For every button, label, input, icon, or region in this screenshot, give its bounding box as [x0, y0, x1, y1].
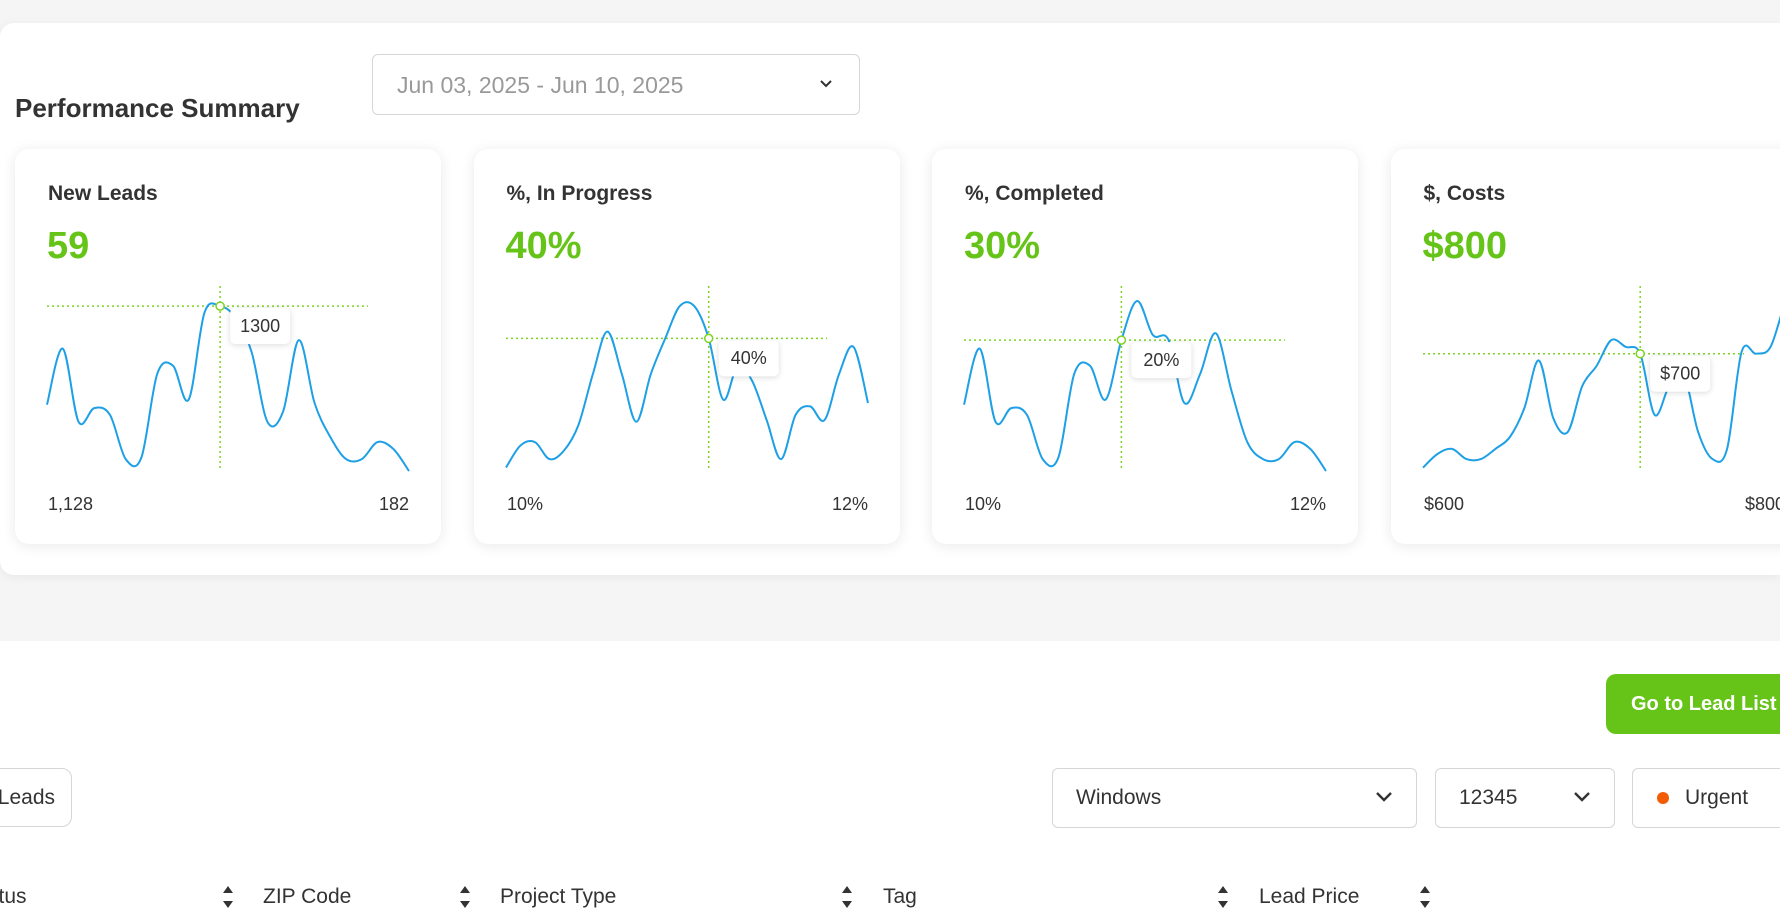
- stat-card: $, Costs $800 $700 $600 $800: [1390, 149, 1780, 544]
- sort-arrows: [842, 886, 852, 908]
- tooltip-box: [1131, 342, 1192, 379]
- go-button[interactable]: Go to Lead List: [1606, 674, 1780, 734]
- stat-card: New Leads 59 1300 1,128 182: [15, 149, 441, 544]
- leads-panel: Go to Lead List Leads Windows 12345 Urgent…: [0, 641, 1780, 922]
- tooltip-box: [230, 308, 291, 345]
- hover-point: [1116, 335, 1127, 345]
- filter-dropdown[interactable]: Windows: [1052, 768, 1417, 828]
- column-header[interactable]: Project Type: [500, 885, 617, 908]
- sort-arrows: [1218, 886, 1228, 908]
- column-header[interactable]: Tag: [883, 885, 917, 908]
- chevron: [1574, 792, 1590, 802]
- stat-card: %, In Progress 40% 40% 10% 12%: [473, 149, 900, 544]
- card-value: 40%: [505, 225, 582, 267]
- card-value: 59: [47, 225, 90, 267]
- hover-point: [1634, 348, 1645, 359]
- panel-title: Performance Summary: [15, 93, 300, 123]
- date-picker[interactable]: Jun 03, 2025 - Jun 10, 2025: [372, 54, 860, 115]
- card-label: $, Costs: [1423, 182, 1506, 205]
- sparkline-chart: 1300 1,128 182: [46, 286, 410, 514]
- sparkline-chart: 40% 10% 12%: [504, 286, 869, 514]
- tooltip-text: 1300: [240, 316, 280, 336]
- max-label: 182: [379, 494, 409, 514]
- min-label: 10%: [965, 494, 1001, 514]
- tooltip-text: $700: [1660, 363, 1700, 383]
- max-label: 12%: [1290, 494, 1326, 514]
- tooltip-text: 40%: [730, 348, 766, 368]
- sort-icon[interactable]: [222, 884, 234, 910]
- chevron-icon: [820, 80, 832, 88]
- card-label: %, Completed: [965, 182, 1104, 205]
- chevron-icon: [1376, 792, 1392, 802]
- sparkline: [1421, 313, 1780, 469]
- date-range: Jun 03, 2025 - Jun 10, 2025: [397, 72, 684, 98]
- sparkline-chart: $700 $600 $800: [1421, 286, 1780, 514]
- min-label: $600: [1424, 494, 1464, 514]
- card-value: 30%: [964, 225, 1041, 267]
- sort-arrows: [1420, 886, 1430, 908]
- sparkline: [963, 300, 1327, 472]
- card-label: New Leads: [48, 182, 158, 205]
- filter-value: Urgent: [1685, 786, 1749, 809]
- chevron: [1376, 792, 1392, 802]
- column-header[interactable]: ZIP Code: [263, 885, 352, 908]
- tooltip-box: [1649, 355, 1710, 392]
- max-label: $800: [1744, 494, 1780, 514]
- summary-panel: Performance Summary Jun 03, 2025 - Jun 1…: [0, 23, 1780, 575]
- sort-icon[interactable]: [841, 884, 853, 910]
- min-label: 1,128: [48, 494, 93, 514]
- chevron-icon: [1574, 792, 1590, 802]
- filter-value: 12345: [1459, 786, 1518, 809]
- column-header[interactable]: Status: [0, 885, 27, 908]
- filter-dropdown[interactable]: 12345: [1435, 768, 1615, 828]
- leads-tab[interactable]: Leads: [0, 768, 72, 827]
- hover-point: [703, 333, 713, 344]
- sort-arrows: [460, 886, 470, 908]
- filter-dropdown[interactable]: Urgent: [1632, 768, 1780, 828]
- tooltip-text: 20%: [1143, 350, 1179, 370]
- card-label: %, In Progress: [506, 182, 653, 205]
- column-header[interactable]: Lead Price: [1259, 885, 1360, 908]
- sparkline-chart: 20% 10% 12%: [963, 286, 1327, 514]
- stat-card: %, Completed 30% 20% 10% 12%: [932, 149, 1358, 544]
- tooltip-box: [718, 340, 779, 377]
- sparkline: [46, 302, 410, 472]
- max-label: 12%: [831, 494, 867, 514]
- filter-value: Windows: [1076, 786, 1162, 809]
- card-value: $800: [1422, 225, 1508, 267]
- min-label: 10%: [507, 494, 543, 514]
- sort-icon[interactable]: [1419, 884, 1431, 910]
- sort-arrows: [223, 886, 233, 908]
- sparkline: [504, 301, 869, 469]
- hover-point: [215, 301, 225, 311]
- sort-icon[interactable]: [1217, 884, 1229, 910]
- sort-icon[interactable]: [459, 884, 471, 910]
- priority-dot: [1657, 792, 1669, 804]
